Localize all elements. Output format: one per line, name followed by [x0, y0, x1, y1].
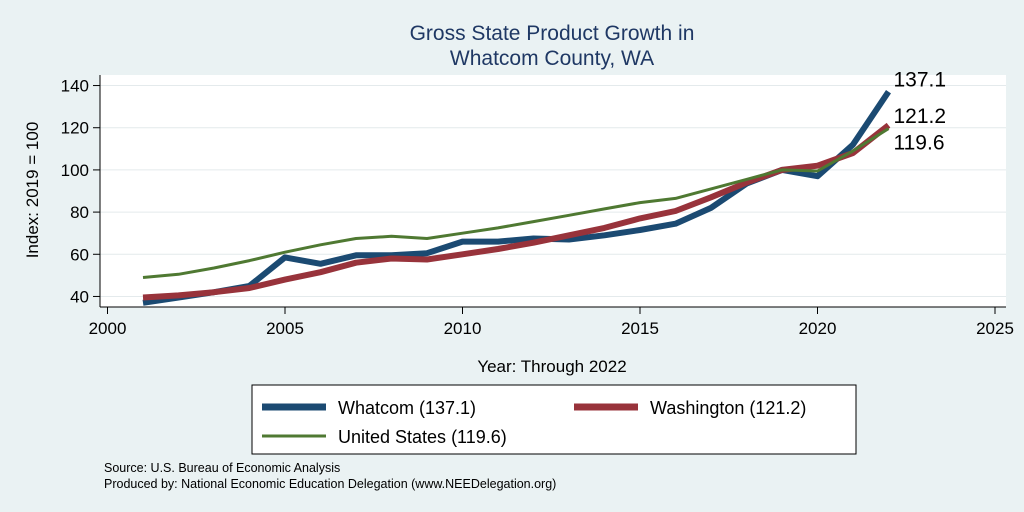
x-tick-label-2015: 2015	[621, 319, 659, 338]
source-note: Source: U.S. Bureau of Economic Analysis	[104, 461, 340, 475]
legend-label-united-states: United States (119.6)	[338, 427, 507, 447]
gridlines	[100, 85, 1006, 297]
x-tick-label-2000: 2000	[89, 319, 127, 338]
end-labels: 137.1 121.2 119.6	[894, 69, 947, 155]
x-axis-title: Year: Through 2022	[477, 357, 626, 376]
series-line-united-states	[142, 127, 890, 279]
axis-ticks: 40 60 80 100 120 140 2000 2005 2010 2015 2020 2025	[61, 77, 1014, 338]
legend-box	[251, 384, 857, 455]
y-tick-label-40: 40	[70, 287, 89, 306]
series-line-washington	[142, 122, 891, 301]
y-tick-label-80: 80	[70, 203, 89, 222]
x-tick-label-2010: 2010	[444, 319, 482, 338]
chart-title-line-2: Whatcom County, WA	[450, 47, 654, 70]
x-tick-label-2005: 2005	[266, 319, 304, 338]
x-tick-label-2020: 2020	[799, 319, 837, 338]
y-tick-label-120: 120	[61, 119, 89, 138]
y-tick-label-140: 140	[61, 77, 89, 96]
legend-label-whatcom: Whatcom (137.1)	[338, 398, 476, 418]
y-axis-title: Index: 2019 = 100	[23, 122, 42, 259]
series-lines	[142, 90, 891, 306]
end-label-washington: 121.2	[894, 105, 947, 128]
y-tick-label-60: 60	[70, 245, 89, 264]
legend-label-washington: Washington (121.2)	[650, 398, 806, 418]
chart-title-line-1: Gross State Product Growth in	[410, 22, 695, 45]
end-label-united-states: 119.6	[894, 132, 945, 155]
x-tick-label-2025: 2025	[976, 319, 1014, 338]
y-tick-label-100: 100	[61, 161, 89, 180]
end-label-whatcom: 137.1	[894, 69, 947, 92]
plot-area	[100, 75, 1006, 307]
producer-note: Produced by: National Economic Education…	[104, 477, 556, 491]
